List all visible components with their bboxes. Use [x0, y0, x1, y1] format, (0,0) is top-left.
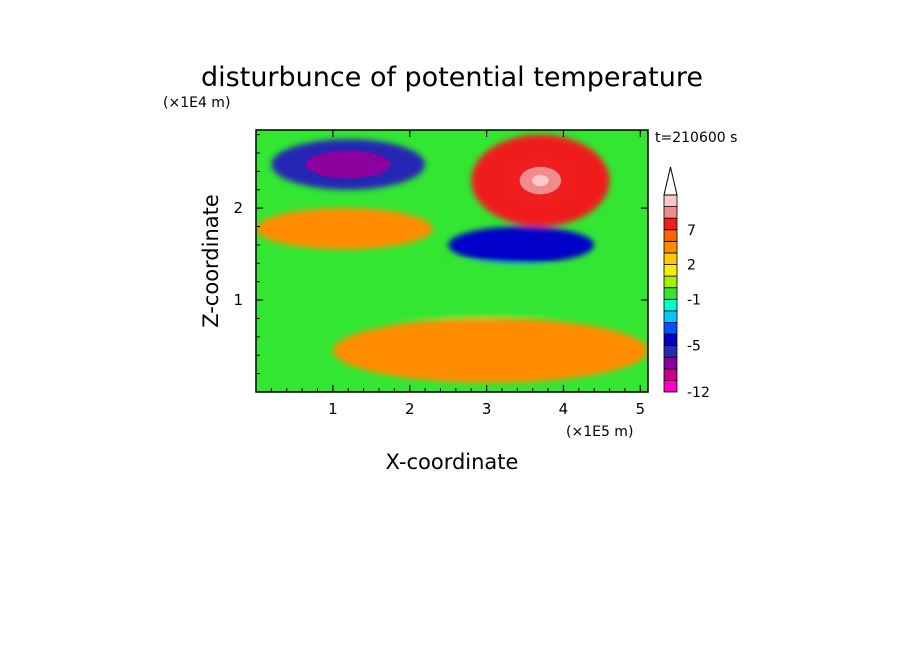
feature-core-3	[305, 150, 391, 179]
colorbar-swatch	[663, 275, 678, 289]
y-unit-label: (×1E4 m)	[163, 95, 230, 111]
colorbar-swatch	[663, 310, 678, 323]
x-tick-label: 4	[559, 400, 569, 418]
colorbar-tick-label: -12	[687, 385, 710, 401]
colorbar-swatch	[663, 333, 678, 347]
feature-core-2	[532, 175, 549, 187]
y-tick-label: 1	[233, 291, 243, 309]
colorbar-swatch	[663, 229, 678, 242]
y-tick-label: 2	[233, 199, 243, 217]
x-axis-label: X-coordinate	[386, 450, 519, 474]
colorbar: -12-5-127	[663, 166, 710, 401]
x-tick-label: 1	[328, 400, 338, 418]
y-axis-label: Z-coordinate	[199, 194, 223, 328]
feature-region-5	[332, 318, 648, 383]
heatmap-field	[256, 134, 648, 383]
colorbar-swatch	[663, 194, 678, 207]
colorbar-swatch	[663, 322, 678, 335]
time-label: t=210600 s	[655, 130, 737, 146]
colorbar-swatch	[663, 368, 678, 381]
colorbar-swatch	[663, 206, 678, 219]
chart-title: disturbunce of potential temperature	[201, 62, 703, 93]
colorbar-swatch	[663, 298, 678, 312]
colorbar-swatch	[663, 356, 678, 370]
colorbar-swatch	[663, 345, 678, 358]
colorbar-swatch	[663, 287, 678, 300]
colorbar-tick-label: -5	[687, 339, 701, 355]
x-unit-label: (×1E5 m)	[566, 424, 633, 440]
colorbar-tick-label: 2	[687, 258, 696, 274]
colorbar-swatch	[663, 240, 678, 254]
x-axis: 1 2 3 4 5	[270, 130, 646, 418]
x-tick-label: 5	[636, 400, 646, 418]
colorbar-tick-label: 7	[687, 223, 696, 239]
heatmap-plot-area	[255, 129, 649, 393]
colorbar-swatch	[663, 264, 678, 277]
x-tick-label: 2	[405, 400, 415, 418]
feature-region-3	[448, 226, 595, 264]
feature-region-1	[256, 208, 433, 250]
colorbar-tick-label: -1	[687, 292, 701, 308]
feature-region-4	[256, 263, 648, 319]
colorbar-swatch	[663, 217, 678, 231]
y-axis: 12	[233, 134, 648, 375]
colorbar-swatch	[663, 252, 678, 265]
colorbar-extend-arrow	[663, 166, 678, 196]
colorbar-swatch	[663, 380, 678, 393]
x-tick-label: 3	[482, 400, 492, 418]
plot-frame	[255, 129, 649, 393]
